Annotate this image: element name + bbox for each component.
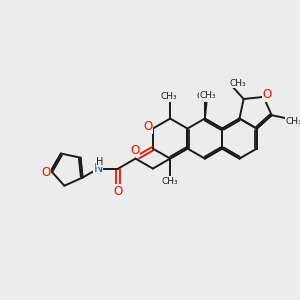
Text: O: O [114, 185, 123, 198]
Text: H: H [96, 157, 104, 167]
Text: CH₃: CH₃ [196, 92, 213, 101]
Text: CH₃: CH₃ [200, 91, 216, 100]
Text: CH₃: CH₃ [286, 117, 300, 126]
Text: O: O [41, 166, 51, 179]
Text: N: N [94, 162, 103, 175]
Text: CH₃: CH₃ [161, 92, 178, 101]
Text: O: O [143, 120, 153, 133]
Text: CH₃: CH₃ [162, 177, 178, 186]
Text: O: O [130, 144, 140, 157]
Text: CH₃: CH₃ [230, 79, 246, 88]
Text: O: O [263, 88, 272, 101]
